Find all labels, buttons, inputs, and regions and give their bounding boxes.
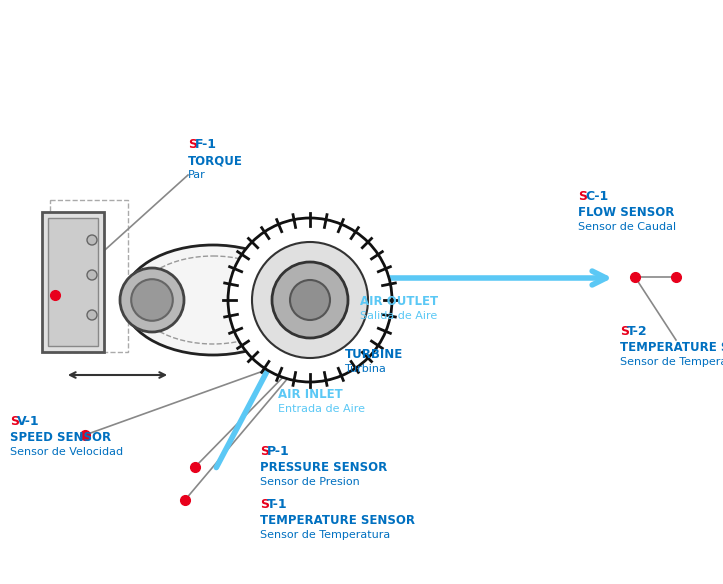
Text: F-1: F-1 <box>195 138 217 151</box>
Circle shape <box>131 279 173 321</box>
Circle shape <box>87 270 97 280</box>
Bar <box>48 218 98 346</box>
Text: TEMPERATURE SENSOR: TEMPERATURE SENSOR <box>260 514 415 527</box>
Text: Sensor de Temperatura: Sensor de Temperatura <box>620 357 723 367</box>
Text: SPEED SENSOR: SPEED SENSOR <box>10 431 111 444</box>
Circle shape <box>272 262 348 338</box>
Text: TEMPERATURE SENSOR: TEMPERATURE SENSOR <box>620 341 723 354</box>
Circle shape <box>290 280 330 320</box>
Text: Sensor de Velocidad: Sensor de Velocidad <box>10 447 123 457</box>
Text: S: S <box>188 138 197 151</box>
Text: P-1: P-1 <box>267 445 290 458</box>
Text: Salida de Aire: Salida de Aire <box>360 311 437 321</box>
Ellipse shape <box>123 245 303 355</box>
Text: V-1: V-1 <box>17 415 40 428</box>
Bar <box>42 212 104 352</box>
Bar <box>50 200 128 352</box>
Text: T-1: T-1 <box>267 498 288 511</box>
Circle shape <box>252 242 368 358</box>
Text: S: S <box>10 415 19 428</box>
Text: T-2: T-2 <box>627 325 648 338</box>
Circle shape <box>87 235 97 245</box>
Text: TORQUE: TORQUE <box>188 154 243 167</box>
Circle shape <box>87 310 97 320</box>
Text: S: S <box>260 498 269 511</box>
Text: Sensor de Presion: Sensor de Presion <box>260 477 360 487</box>
Text: C-1: C-1 <box>585 190 608 203</box>
Circle shape <box>228 218 392 382</box>
Text: S: S <box>260 445 269 458</box>
Text: S: S <box>578 190 587 203</box>
Text: AIR OUTLET: AIR OUTLET <box>360 295 438 308</box>
Text: Turbina: Turbina <box>345 364 386 374</box>
Text: AIR INLET: AIR INLET <box>278 388 343 401</box>
Text: Sensor de Caudal: Sensor de Caudal <box>578 222 676 232</box>
Circle shape <box>120 268 184 332</box>
Text: Entrada de Aire: Entrada de Aire <box>278 404 365 414</box>
Text: S: S <box>620 325 629 338</box>
Text: Sensor de Temperatura: Sensor de Temperatura <box>260 530 390 540</box>
Text: TURBINE: TURBINE <box>345 348 403 361</box>
Text: PRESSURE SENSOR: PRESSURE SENSOR <box>260 461 388 474</box>
Text: Par: Par <box>188 170 206 180</box>
Text: FLOW SENSOR: FLOW SENSOR <box>578 206 675 219</box>
